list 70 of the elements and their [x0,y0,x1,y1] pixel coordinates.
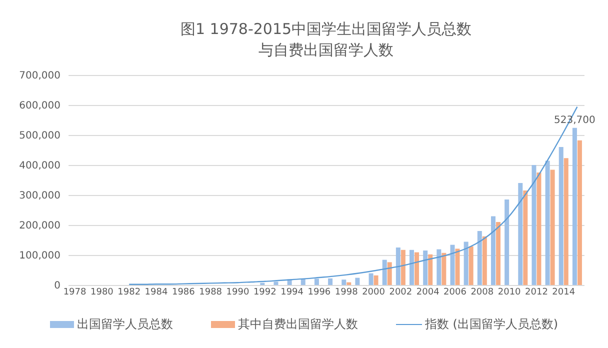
bar [545,160,550,285]
bar [374,275,378,285]
bar [410,250,414,285]
x-tick-label: 1988 [199,288,222,298]
bar [346,282,352,285]
x-tick-label: 1994 [280,288,304,298]
bar [387,262,392,285]
x-tick-label: 1990 [226,288,250,298]
legend-label: 出国留学人员总数 [76,316,173,333]
bar [442,252,446,285]
bar [468,246,474,285]
bar [396,248,400,285]
y-tick-label: 200,000 [19,220,60,232]
y-tick-label: 0 [54,280,60,292]
y-tick-label: 400,000 [19,160,60,172]
x-tick-label: 2010 [498,288,522,298]
bar [314,278,319,285]
x-tick-label: 2004 [416,288,440,298]
bar [414,252,420,285]
bar [536,172,542,285]
legend-label: 其中自费出国留学人数 [238,316,358,333]
x-tick-label: 1992 [253,288,276,298]
bar [577,140,582,285]
bar [550,170,555,285]
bar [558,147,564,285]
x-tick-label: 2012 [525,288,548,298]
legend-label: 指数 (出国留学人员总数) [424,316,558,333]
bar [368,273,374,285]
bar [490,216,496,285]
chart-title: 图1 1978-2015中国学生出国留学人员总数 [180,20,472,38]
y-tick-label: 600,000 [19,100,60,112]
bar [564,158,568,285]
y-tick-label: 300,000 [19,190,60,202]
x-tick-label: 1996 [308,288,331,298]
bar [428,254,433,285]
bar [400,250,406,285]
bar [382,260,387,285]
x-tick-label: 1978 [63,288,87,298]
bar [274,282,278,285]
bar [423,250,428,285]
bar [504,200,510,285]
bar [496,222,500,285]
y-tick-label: 500,000 [19,130,60,142]
x-tick-label: 1982 [118,288,141,298]
bar [355,278,360,285]
y-tick-label: 700,000 [19,70,60,82]
bar [450,244,455,285]
x-tick-label: 2014 [552,288,576,298]
x-tick-label: 2000 [362,288,386,298]
bar [464,242,468,285]
bar [523,190,528,285]
bar [482,236,487,285]
x-tick-label: 1998 [334,288,358,298]
bar [532,165,536,285]
bar [300,279,306,285]
bar [342,280,346,285]
x-tick-label: 1984 [144,288,168,298]
x-tick-label: 2008 [470,288,494,298]
bar [477,231,482,285]
x-tick-label: 2006 [444,288,467,298]
x-tick-label: 1986 [172,288,196,298]
x-tick-label: 2002 [389,288,412,298]
bar [328,278,333,285]
bar [436,249,442,285]
bar [572,128,577,285]
x-tick-label: 1980 [90,288,114,298]
chart-subtitle: 与自费出国留学人数 [258,41,394,59]
bar [455,248,460,285]
bar [518,183,523,285]
y-tick-label: 100,000 [19,250,60,262]
